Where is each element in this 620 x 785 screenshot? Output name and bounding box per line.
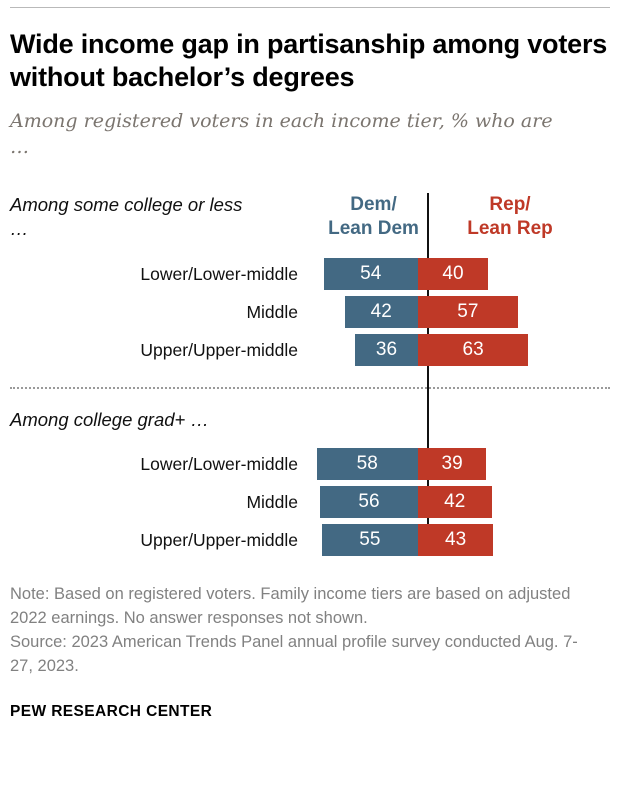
chart-row: Lower/Lower-middle 58 39 <box>10 445 610 483</box>
rep-bar-value: 63 <box>462 339 484 361</box>
dem-bar: 54 <box>323 258 418 291</box>
bar-area: 42 57 <box>310 293 600 331</box>
chart-subtitle: Among registered voters in each income t… <box>10 109 553 159</box>
dem-bar: 56 <box>320 486 418 519</box>
chart-header-row: Among some college or less … Dem/ Lean D… <box>10 191 610 255</box>
bar-area: 56 42 <box>310 483 600 521</box>
rep-bar-value: 57 <box>457 301 479 323</box>
row-label: Middle <box>246 302 298 323</box>
rep-bar: 43 <box>418 524 494 557</box>
group-label-some-college: Among some college or less … <box>10 194 243 240</box>
diverging-bar-chart: Among some college or less … Dem/ Lean D… <box>10 191 610 559</box>
row-label: Upper/Upper-middle <box>140 530 298 551</box>
row-label: Upper/Upper-middle <box>140 340 298 361</box>
bar-area: 55 43 <box>310 521 600 559</box>
chart-title: Wide income gap in partisanship among vo… <box>10 29 608 92</box>
dem-bar: 42 <box>344 296 418 329</box>
dem-bar-value: 42 <box>370 301 392 323</box>
dem-bar: 55 <box>321 524 418 557</box>
rep-bar-value: 40 <box>442 263 464 285</box>
center-axis-line <box>427 193 429 556</box>
row-label: Lower/Lower-middle <box>140 454 298 475</box>
rep-bar: 42 <box>418 486 492 519</box>
rep-bar-value: 39 <box>441 453 463 475</box>
dotted-separator <box>10 387 610 390</box>
group-label-college-grad: Among college grad+ … <box>10 409 209 431</box>
chart-card: Wide income gap in partisanship among vo… <box>0 7 620 785</box>
rep-bar: 40 <box>418 258 488 291</box>
bar-area: 54 40 <box>310 255 600 293</box>
rep-header-label: Rep/ Lean Rep <box>467 194 553 239</box>
top-rule <box>10 7 610 8</box>
chart-row: Middle 42 57 <box>10 293 610 331</box>
dem-header-label: Dem/ Lean Dem <box>328 194 419 239</box>
chart-row: Upper/Upper-middle 55 43 <box>10 521 610 559</box>
dem-bar: 36 <box>355 334 418 367</box>
dem-bar-value: 36 <box>375 339 398 361</box>
bar-area: 58 39 <box>310 445 600 483</box>
chart-row: Lower/Lower-middle 54 40 <box>10 255 610 293</box>
chart-row: Upper/Upper-middle 36 63 <box>10 331 610 369</box>
row-label: Lower/Lower-middle <box>140 264 298 285</box>
brand-footer: PEW RESEARCH CENTER <box>10 702 213 720</box>
rep-bar-value: 42 <box>444 491 466 513</box>
dem-bar-value: 58 <box>356 453 378 475</box>
dem-bar: 58 <box>316 448 418 481</box>
rep-bar-value: 43 <box>445 529 467 551</box>
row-label: Middle <box>246 492 298 513</box>
dem-bar-value: 56 <box>358 491 380 513</box>
note-text: Note: Based on registered voters. Family… <box>10 585 571 627</box>
chart-row: Middle 56 42 <box>10 483 610 521</box>
dem-bar-value: 55 <box>359 529 381 551</box>
rep-bar: 57 <box>418 296 518 329</box>
rep-bar: 39 <box>418 448 487 481</box>
rep-bar: 63 <box>418 334 529 367</box>
footnotes: Note: Based on registered voters. Family… <box>10 583 610 679</box>
dem-bar-value: 54 <box>360 263 382 285</box>
source-text: Source: 2023 American Trends Panel annua… <box>10 632 578 675</box>
bar-area: 36 63 <box>310 331 600 369</box>
